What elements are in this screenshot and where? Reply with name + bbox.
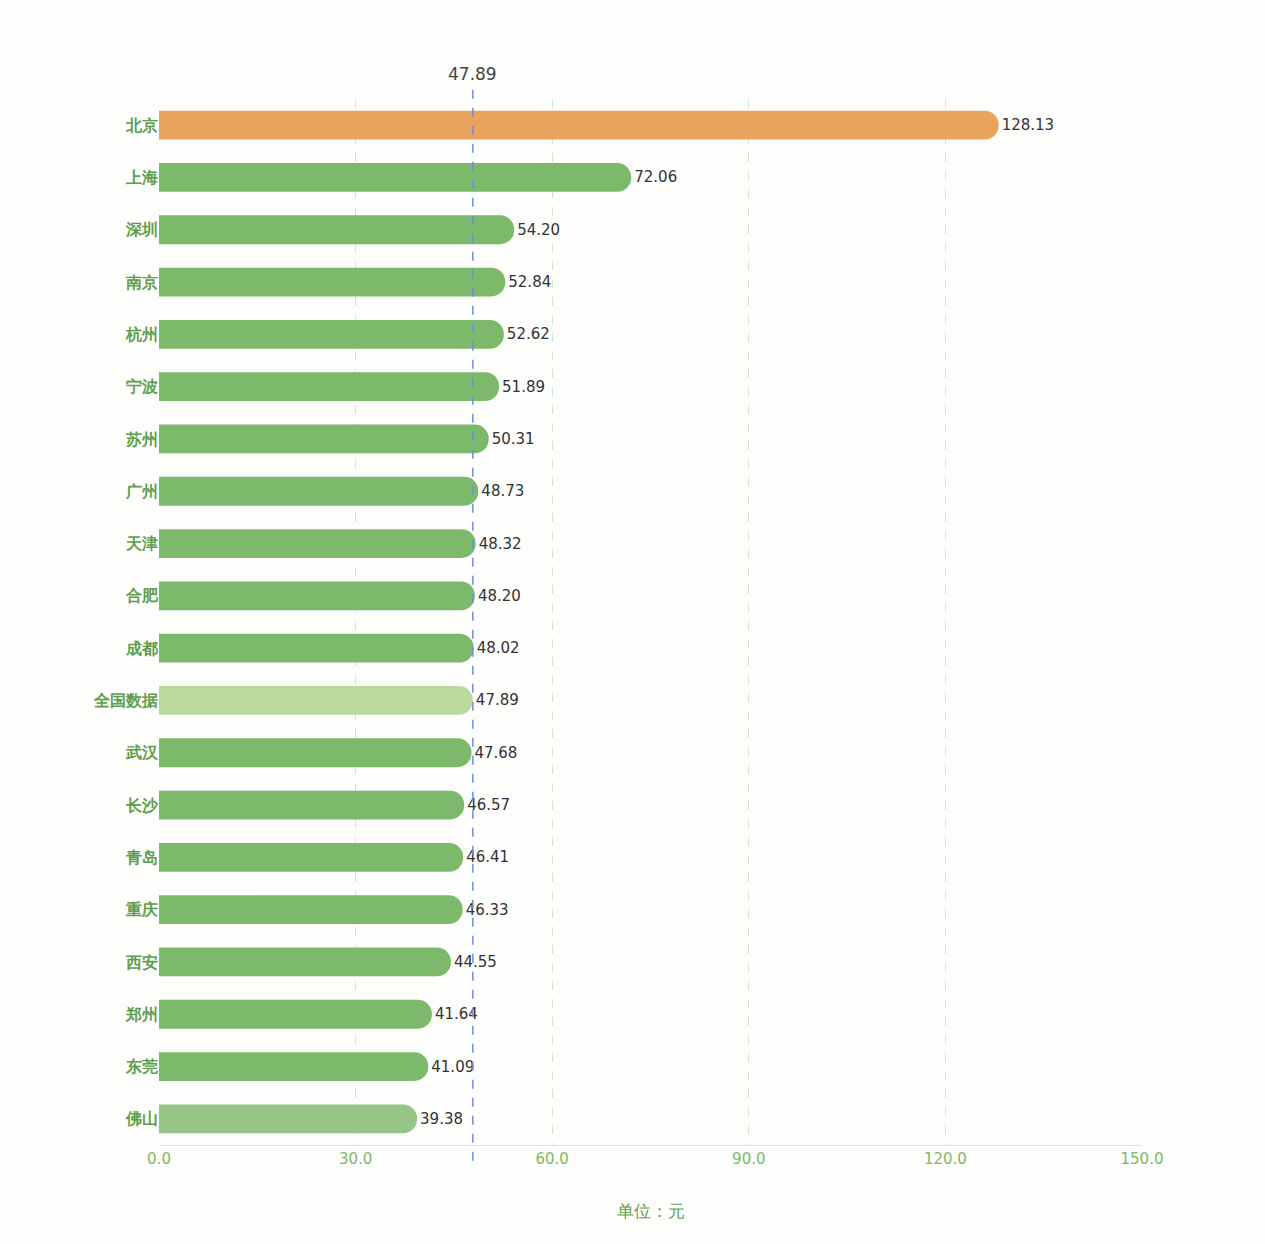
svg-text:50.31: 50.31 [492, 430, 535, 448]
svg-text:46.33: 46.33 [466, 901, 509, 919]
svg-text:41.64: 41.64 [435, 1005, 478, 1023]
svg-text:广州: 广州 [125, 482, 158, 501]
svg-text:48.32: 48.32 [479, 535, 522, 553]
svg-text:单位：元: 单位：元 [617, 1201, 685, 1221]
svg-text:青岛: 青岛 [125, 848, 158, 867]
svg-text:全国数据: 全国数据 [93, 691, 158, 710]
svg-text:苏州: 苏州 [125, 430, 158, 449]
svg-text:150.0: 150.0 [1121, 1150, 1164, 1168]
svg-text:成都: 成都 [125, 639, 158, 658]
svg-text:52.84: 52.84 [508, 273, 551, 291]
svg-text:47.89: 47.89 [476, 691, 519, 709]
svg-text:杭州: 杭州 [125, 325, 158, 344]
svg-text:东莞: 东莞 [125, 1057, 158, 1076]
svg-text:46.41: 46.41 [466, 848, 509, 866]
svg-text:西安: 西安 [125, 953, 158, 972]
svg-text:天津: 天津 [125, 534, 158, 553]
svg-text:52.62: 52.62 [507, 325, 550, 343]
svg-text:佛山: 佛山 [125, 1109, 158, 1128]
svg-text:重庆: 重庆 [125, 900, 158, 919]
svg-text:48.20: 48.20 [478, 587, 521, 605]
svg-text:长沙: 长沙 [125, 796, 159, 815]
svg-text:46.57: 46.57 [467, 796, 510, 814]
svg-text:47.89: 47.89 [448, 64, 497, 84]
svg-text:47.68: 47.68 [474, 744, 517, 762]
svg-text:合肥: 合肥 [125, 586, 159, 605]
svg-text:48.73: 48.73 [481, 482, 524, 500]
svg-text:48.02: 48.02 [477, 639, 520, 657]
svg-text:120.0: 120.0 [924, 1150, 967, 1168]
svg-text:72.06: 72.06 [634, 168, 677, 186]
svg-text:51.89: 51.89 [502, 378, 545, 396]
svg-text:44.55: 44.55 [454, 953, 497, 971]
svg-text:南京: 南京 [125, 273, 158, 292]
svg-text:128.13: 128.13 [1002, 116, 1054, 134]
svg-text:北京: 北京 [125, 116, 158, 135]
svg-text:41.09: 41.09 [431, 1058, 474, 1076]
svg-text:深圳: 深圳 [125, 220, 158, 239]
svg-text:30.0: 30.0 [339, 1150, 372, 1168]
svg-text:武汉: 武汉 [125, 743, 159, 762]
svg-text:0.0: 0.0 [147, 1150, 171, 1168]
svg-text:上海: 上海 [125, 168, 158, 187]
svg-text:郑州: 郑州 [125, 1005, 158, 1024]
svg-text:宁波: 宁波 [126, 377, 158, 396]
svg-text:90.0: 90.0 [732, 1150, 765, 1168]
svg-text:39.38: 39.38 [420, 1110, 463, 1128]
svg-text:54.20: 54.20 [517, 221, 560, 239]
svg-text:60.0: 60.0 [535, 1150, 568, 1168]
